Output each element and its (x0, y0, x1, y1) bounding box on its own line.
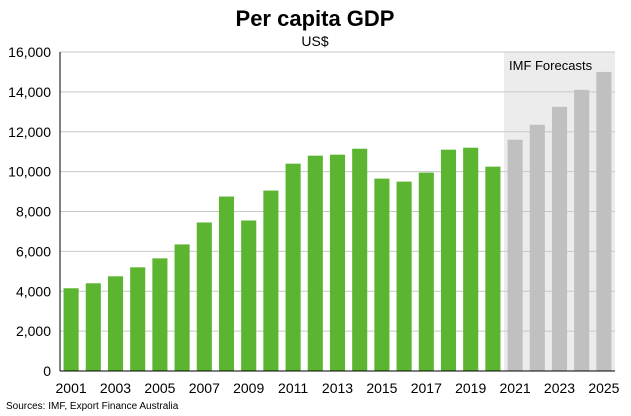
chart-title: Per capita GDP (236, 6, 395, 31)
bar-2021 (507, 139, 523, 371)
y-tick-label: 12,000 (8, 124, 51, 140)
plot-area: 0 2,000 4,000 6,000 8,000 10,000 12,000 14,000 1… (8, 44, 620, 396)
bar-2025 (596, 71, 612, 371)
bar-2017 (418, 172, 434, 371)
x-tick-label: 2003 (100, 380, 131, 396)
bar-2008 (218, 196, 235, 371)
bar-2003 (107, 276, 124, 371)
bar-2024 (574, 89, 590, 371)
y-tick-label: 6,000 (16, 243, 51, 259)
x-tick-label: 2013 (322, 380, 353, 396)
bar-2020 (485, 166, 501, 371)
y-tick-label: 4,000 (16, 283, 51, 299)
bar-2007 (196, 222, 212, 371)
bar-2012 (307, 155, 323, 371)
bar-2019 (463, 147, 479, 371)
bar-2011 (285, 163, 301, 371)
bar-2002 (85, 283, 101, 371)
x-tick-label: 2021 (500, 380, 531, 396)
bar-2005 (152, 258, 168, 371)
x-tick-label: 2017 (411, 380, 442, 396)
bar-2016 (396, 181, 412, 371)
bar-2004 (130, 267, 146, 371)
source-note: Sources: IMF, Export Finance Australia (6, 401, 179, 412)
x-tick-label: 2011 (278, 380, 308, 396)
bar-2013 (329, 154, 346, 371)
bar-2018 (440, 149, 457, 371)
bar-2001 (63, 288, 79, 371)
y-tick-label: 14,000 (8, 84, 51, 100)
x-tick-label: 2005 (144, 380, 175, 396)
bar-2009 (241, 220, 257, 371)
bar-2010 (263, 190, 279, 371)
y-tick-label: 0 (43, 363, 51, 379)
bar-2015 (374, 178, 390, 371)
x-tick-label: 2009 (233, 380, 264, 396)
bar-2014 (352, 148, 368, 371)
bar-2023 (551, 106, 568, 371)
x-tick-label: 2019 (455, 380, 486, 396)
x-tick-label: 2025 (588, 380, 619, 396)
y-tick-label: 8,000 (16, 204, 51, 220)
x-tick-label: 2001 (56, 380, 87, 396)
bar-2022 (529, 124, 545, 371)
x-tick-label: 2007 (189, 380, 220, 396)
x-tick-label: 2015 (366, 380, 397, 396)
chart-subtitle: US$ (301, 33, 328, 49)
forecast-label: IMF Forecasts (509, 58, 593, 73)
x-tick-label: 2023 (544, 380, 575, 396)
y-tick-label: 10,000 (8, 164, 51, 180)
y-tick-label: 16,000 (8, 44, 51, 60)
bar-2006 (174, 244, 190, 371)
y-tick-label: 2,000 (16, 323, 51, 339)
